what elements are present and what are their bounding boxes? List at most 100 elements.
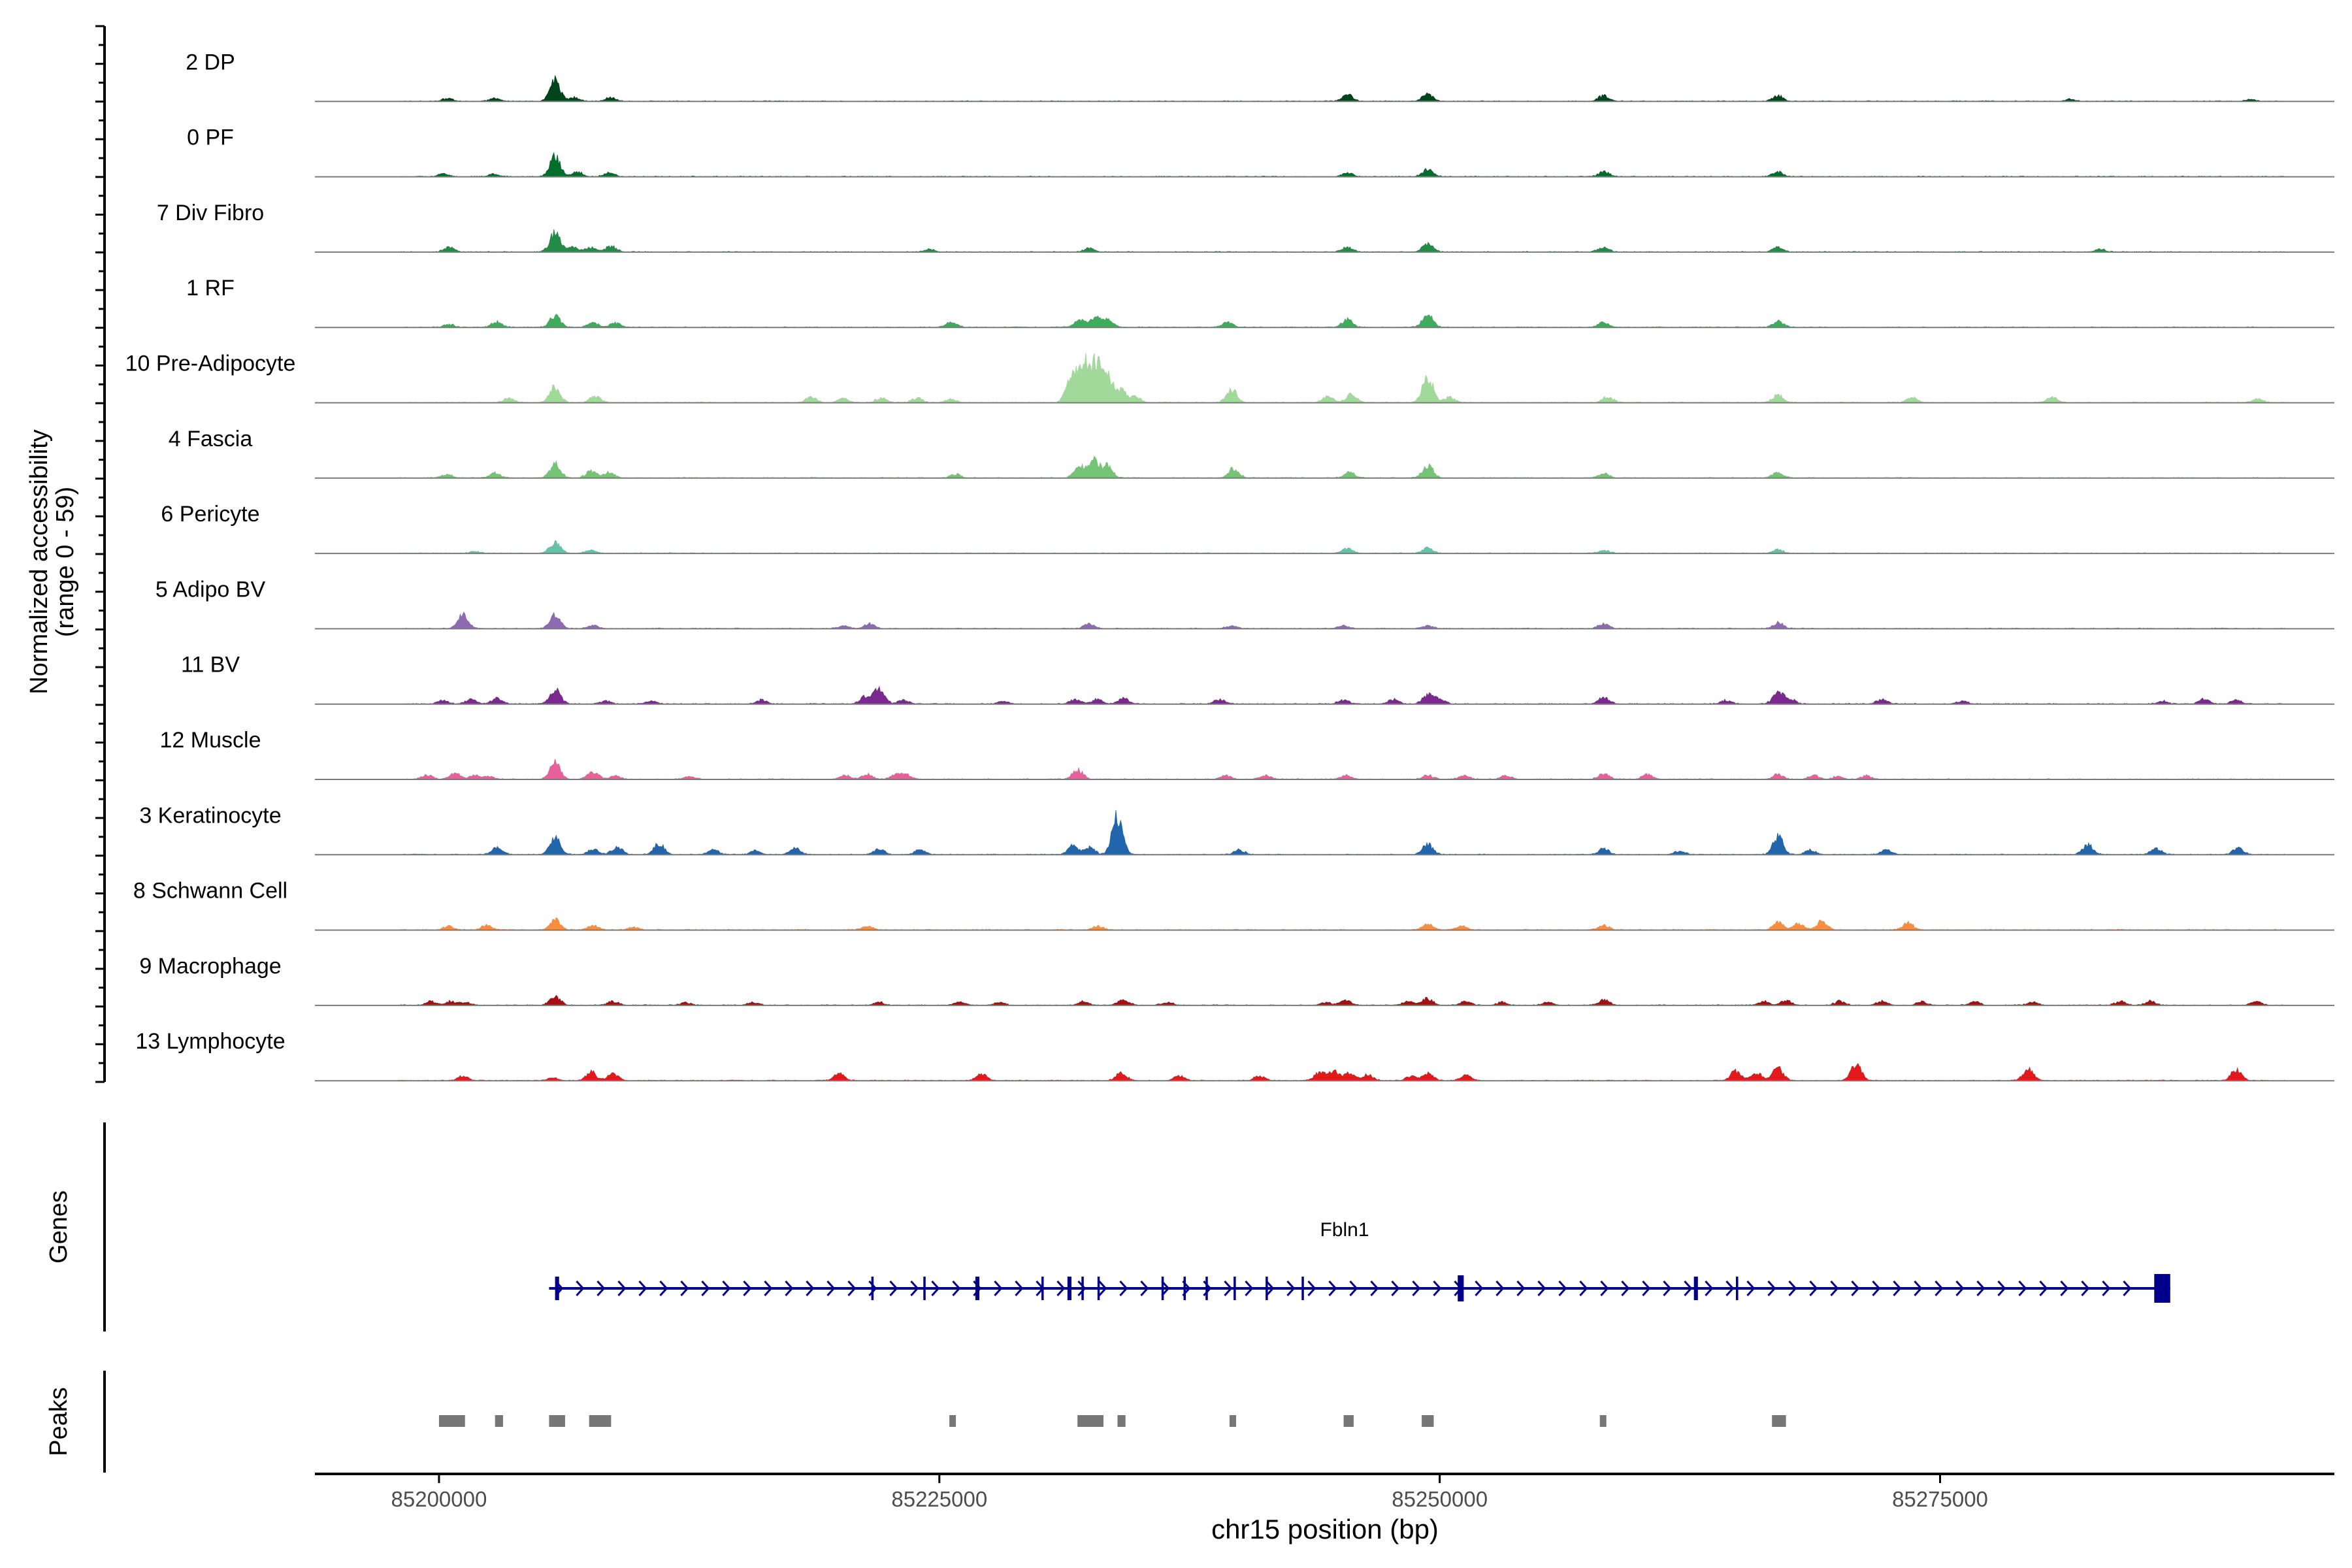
gene-name-label: Fbln1 xyxy=(1320,1219,1369,1241)
strand-arrow xyxy=(2018,1280,2027,1297)
coverage-tracks: 2 DP 0 PF 7 Div Fibro 1 RF 10 Pre-Adipocyte 4… xyxy=(125,50,2334,1082)
strand-arrow xyxy=(1600,1280,1609,1297)
track-label: 6 Pericyte xyxy=(161,502,259,527)
track-label: 1 RF xyxy=(186,276,235,301)
strand-arrow xyxy=(1056,1280,1066,1297)
strand-arrow xyxy=(1245,1280,1254,1297)
strand-arrow xyxy=(2102,1280,2111,1297)
peak-track xyxy=(438,1415,1786,1427)
strand-arrow xyxy=(743,1280,752,1297)
y-axis xyxy=(95,25,106,1083)
gene-exon xyxy=(1458,1275,1464,1301)
track-4: 10 Pre-Adipocyte xyxy=(125,351,2334,404)
track-label: 10 Pre-Adipocyte xyxy=(125,351,296,376)
strand-arrow xyxy=(952,1280,961,1297)
strand-arrow xyxy=(1579,1280,1588,1297)
gene-exon xyxy=(1736,1277,1739,1300)
gene-exon xyxy=(923,1277,926,1300)
track-label: 0 PF xyxy=(187,125,234,150)
strand-arrow xyxy=(1098,1280,1107,1297)
track-6: 6 Pericyte xyxy=(161,502,2334,555)
strand-arrow xyxy=(596,1280,606,1297)
track-8: 11 BV xyxy=(181,653,2334,705)
track-label: 8 Schwann Cell xyxy=(133,879,287,904)
track-5: 4 Fascia xyxy=(169,427,2334,479)
strand-arrow xyxy=(826,1280,836,1297)
strand-arrow xyxy=(1621,1280,1630,1297)
strand-arrow xyxy=(1286,1280,1296,1297)
genes-track-label: Genes xyxy=(45,1190,73,1264)
gene-exon xyxy=(1097,1277,1100,1300)
strand-arrow xyxy=(1495,1280,1505,1297)
strand-arrow xyxy=(806,1280,815,1297)
x-axis: 85200000 85225000 85250000 85275000 xyxy=(391,1474,1988,1511)
track-3: 1 RF xyxy=(186,276,2334,329)
x-tick-label: 85200000 xyxy=(391,1487,487,1511)
gene-track xyxy=(549,1274,2170,1303)
track-10: 3 Keratinocyte xyxy=(139,803,2334,856)
track-12: 9 Macrophage xyxy=(139,954,2334,1006)
strand-arrow xyxy=(1746,1280,1756,1297)
gene-exon xyxy=(1266,1277,1268,1300)
track-11: 8 Schwann Cell xyxy=(133,879,2334,931)
peak-region xyxy=(438,1415,465,1427)
strand-arrow xyxy=(1349,1280,1358,1297)
track-label: 7 Div Fibro xyxy=(157,201,264,225)
strand-arrow xyxy=(617,1280,627,1297)
strand-arrow xyxy=(785,1280,794,1297)
track-label: 13 Lymphocyte xyxy=(135,1029,285,1054)
strand-arrow xyxy=(1475,1280,1484,1297)
strand-arrow xyxy=(1684,1280,1693,1297)
x-axis-label: chr15 position (bp) xyxy=(1211,1514,1439,1544)
strand-arrow xyxy=(2081,1280,2090,1297)
strand-arrow xyxy=(1976,1280,1985,1297)
strand-arrow xyxy=(1725,1280,1735,1297)
strand-arrow xyxy=(847,1280,857,1297)
y-axis-label: Normalized accessibility xyxy=(25,429,53,694)
strand-arrow xyxy=(1935,1280,1944,1297)
strand-arrow xyxy=(931,1280,940,1297)
strand-arrow xyxy=(1119,1280,1128,1297)
track-label: 9 Macrophage xyxy=(139,954,281,979)
strand-arrow xyxy=(1370,1280,1379,1297)
strand-arrow xyxy=(1328,1280,1337,1297)
peak-region xyxy=(495,1415,503,1427)
strand-arrow xyxy=(910,1280,919,1297)
strand-arrow xyxy=(638,1280,647,1297)
strand-arrow xyxy=(1140,1280,1149,1297)
peak-region xyxy=(1599,1415,1607,1427)
strand-arrow xyxy=(2123,1280,2132,1297)
strand-arrow xyxy=(889,1280,898,1297)
gene-exon xyxy=(1233,1277,1236,1300)
track-label: 5 Adipo BV xyxy=(155,577,266,602)
gene-exon xyxy=(871,1277,874,1300)
gene-exon xyxy=(1183,1277,1186,1300)
strand-arrow xyxy=(1705,1280,1714,1297)
gene-exon xyxy=(1067,1277,1071,1300)
track-13: 13 Lymphocyte xyxy=(135,1029,2334,1082)
peak-region xyxy=(1343,1415,1354,1427)
strand-arrow xyxy=(1266,1280,1275,1297)
strand-arrow xyxy=(1809,1280,1818,1297)
gene-exon xyxy=(2154,1274,2170,1303)
strand-arrow xyxy=(2060,1280,2069,1297)
peak-region xyxy=(1772,1415,1786,1427)
track-1: 0 PF xyxy=(187,125,2334,178)
y-axis-label-range: (range 0 - 59) xyxy=(52,487,79,637)
peak-region xyxy=(1117,1415,1126,1427)
track-7: 5 Adipo BV xyxy=(155,577,2334,630)
track-0: 2 DP xyxy=(186,50,2334,103)
gene-exon xyxy=(1041,1277,1044,1300)
strand-arrow xyxy=(1224,1280,1233,1297)
gene-exon xyxy=(1693,1277,1698,1300)
strand-arrow xyxy=(1767,1280,1776,1297)
gene-exon xyxy=(1205,1277,1208,1300)
strand-arrow xyxy=(1433,1280,1442,1297)
strand-arrow xyxy=(764,1280,773,1297)
track-9: 12 Muscle xyxy=(160,728,2334,780)
strand-arrow xyxy=(1412,1280,1421,1297)
strand-arrow xyxy=(701,1280,710,1297)
track-label: 11 BV xyxy=(181,653,240,678)
